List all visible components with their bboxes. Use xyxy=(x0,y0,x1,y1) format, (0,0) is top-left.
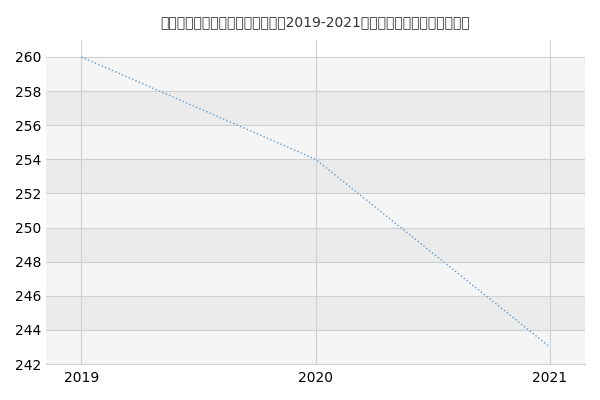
Bar xyxy=(46,125,585,159)
Bar xyxy=(46,57,585,91)
Bar xyxy=(46,296,585,330)
Bar xyxy=(46,194,585,228)
Bar xyxy=(46,262,585,296)
Bar xyxy=(46,91,585,125)
Bar xyxy=(46,159,585,194)
Title: 内蒙古大学计算机学院软件工程（2019-2021历年复试）研究生录取分数线: 内蒙古大学计算机学院软件工程（2019-2021历年复试）研究生录取分数线 xyxy=(161,15,470,29)
Bar xyxy=(46,330,585,364)
Bar xyxy=(46,228,585,262)
